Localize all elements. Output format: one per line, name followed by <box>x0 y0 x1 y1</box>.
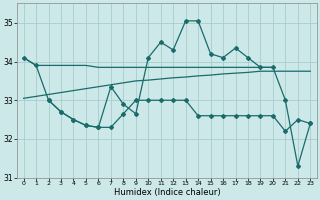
X-axis label: Humidex (Indice chaleur): Humidex (Indice chaleur) <box>114 188 220 197</box>
